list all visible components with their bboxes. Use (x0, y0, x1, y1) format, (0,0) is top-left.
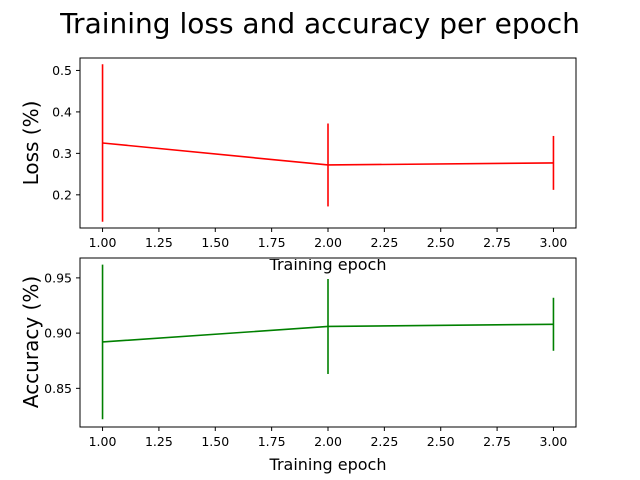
loss-x-tick-label: 1.75 (258, 235, 286, 250)
loss-y-tick-label: 0.5 (52, 63, 72, 78)
loss-x-tick-label: 1.25 (145, 235, 173, 250)
loss-x-tick-label: 3.00 (540, 235, 568, 250)
accuracy-x-tick-label: 1.25 (145, 434, 173, 449)
accuracy-x-tick-label: 2.50 (427, 434, 455, 449)
accuracy-plot-area (101, 264, 555, 420)
loss-y-axis-label: Loss (%) (19, 101, 43, 186)
loss-series-line (102, 142, 554, 166)
loss-x-axis-label: Training epoch (269, 255, 387, 274)
accuracy-axes: Accuracy (%) Training epoch 1.00 1.25 1.50… (0, 257, 640, 474)
loss-axes: Loss (%) Training epoch 1.00 1.25 1.50 1.75… (19, 57, 577, 274)
loss-x-tick-label: 2.50 (427, 235, 455, 250)
loss-plot-area (101, 64, 555, 222)
accuracy-y-tick-label: 0.85 (44, 381, 72, 396)
accuracy-y-tick-label: 0.90 (44, 326, 72, 341)
accuracy-y-tick-label: 0.95 (44, 270, 72, 285)
accuracy-x-tick-label: 2.25 (370, 434, 398, 449)
loss-x-tick-label: 1.00 (89, 235, 117, 250)
loss-x-tick-label: 2.25 (370, 235, 398, 250)
accuracy-x-tick-label: 3.00 (540, 434, 568, 449)
loss-y-tick-label: 0.2 (52, 187, 72, 202)
accuracy-series-line (102, 323, 554, 343)
accuracy-x-tick-label: 2.75 (483, 434, 511, 449)
loss-x-tick-label: 2.00 (314, 235, 342, 250)
accuracy-x-tick-label: 1.00 (89, 434, 117, 449)
accuracy-x-tick-label: 2.00 (314, 434, 342, 449)
loss-x-tick-label: 1.50 (201, 235, 229, 250)
loss-y-tick-label: 0.3 (52, 146, 72, 161)
accuracy-x-tick-label: 1.50 (201, 434, 229, 449)
accuracy-y-axis-label: Accuracy (%) (19, 276, 43, 408)
figure-title: Training loss and accuracy per epoch (59, 7, 580, 40)
loss-y-tick-label: 0.4 (52, 104, 72, 119)
loss-x-tick-label: 2.75 (483, 235, 511, 250)
accuracy-x-axis-label: Training epoch (269, 455, 387, 474)
accuracy-x-tick-label: 1.75 (258, 434, 286, 449)
